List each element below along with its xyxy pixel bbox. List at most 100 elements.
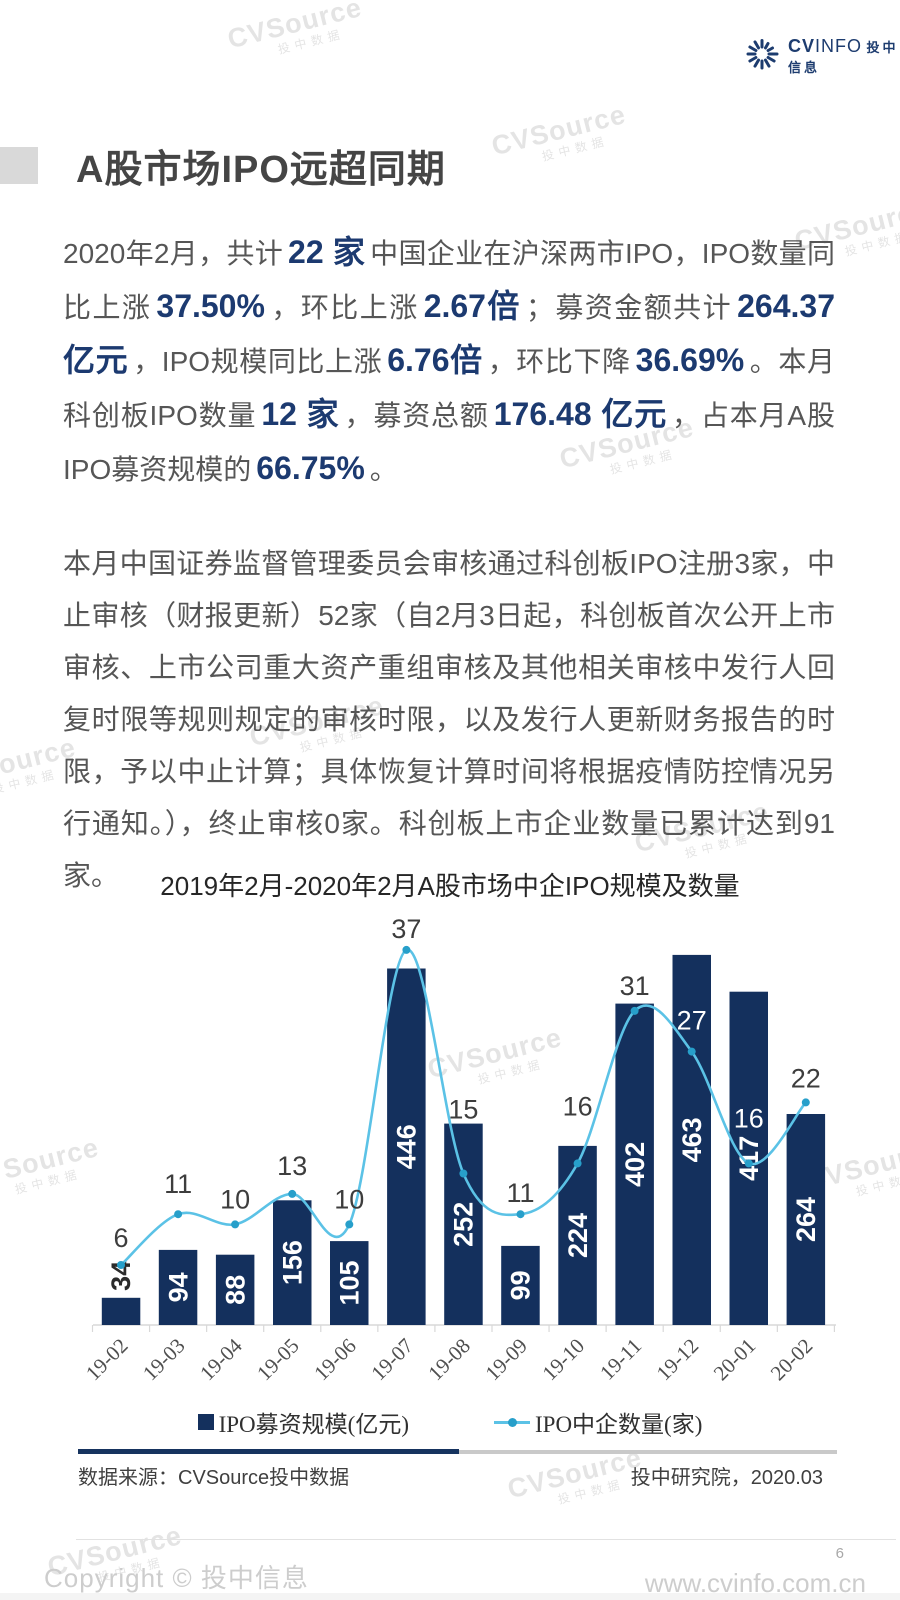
line-label: 16 <box>563 1091 593 1121</box>
bar-label: 156 <box>277 1240 307 1285</box>
line-label: 10 <box>334 1184 364 1214</box>
cvinfo-logo: CVINFO 投中信息 <box>744 36 900 77</box>
bar-19-06 <box>330 1241 369 1325</box>
x-tick-label: 19-05 <box>252 1334 304 1386</box>
line-label: 31 <box>620 971 650 1001</box>
bar-series-swatch-icon <box>197 1414 214 1430</box>
stat-highlight: 6.76倍 <box>387 342 483 378</box>
x-tick-label: 19-09 <box>480 1334 532 1386</box>
footer-divider <box>78 1449 837 1454</box>
bar-19-09 <box>501 1245 540 1325</box>
stat-highlight: 66.75% <box>256 450 365 486</box>
legend-item-line-series: IPO中企数量(家) <box>494 1405 702 1439</box>
line-label: 11 <box>506 1178 534 1208</box>
data-source: 数据来源：CVSource投中数据 <box>78 1467 350 1489</box>
footer-rule <box>76 1539 896 1540</box>
legend-label-bar: IPO募资规模(亿元) <box>218 1412 409 1437</box>
line-label: 27 <box>677 1006 707 1036</box>
website-url: www.cvinfo.com.cn <box>644 1568 866 1598</box>
x-tick-label: 19-06 <box>309 1334 361 1386</box>
body-text: ，环比下降 <box>487 346 631 377</box>
bar-label: 446 <box>392 1124 422 1169</box>
bar-label: 402 <box>620 1142 650 1187</box>
line-label: 15 <box>448 1095 478 1125</box>
bar-19-12 <box>672 954 711 1325</box>
title-accent-block <box>0 147 38 184</box>
line-marker <box>687 1047 696 1056</box>
cvinfo-burst-icon <box>744 36 780 77</box>
bar-label: 264 <box>791 1197 821 1242</box>
line-marker <box>801 1098 810 1107</box>
bar-label: 94 <box>163 1272 193 1302</box>
summary-paragraph: 2020年2月，共计 22 家中国企业在沪深两市IPO，IPO数量同比上涨 37.5… <box>63 226 835 496</box>
bar-19-03 <box>158 1249 198 1325</box>
logo-wordmark: CVINFO <box>788 36 863 56</box>
body-text: ，IPO规模同比上涨 <box>133 346 383 377</box>
bar-label: 417 <box>734 1136 764 1181</box>
chart-title: 2019年2月-2020年2月A股市场中企IPO规模及数量 <box>160 871 740 901</box>
line-marker <box>174 1210 183 1219</box>
bar-label: 105 <box>334 1260 364 1305</box>
bar-19-10 <box>558 1145 597 1325</box>
body-text: ，环比上涨 <box>269 292 419 323</box>
bar-19-02 <box>101 1297 141 1325</box>
body-text: ；募资金额共计 <box>525 292 733 323</box>
line-marker <box>516 1210 525 1219</box>
bar-label: 252 <box>449 1202 479 1247</box>
x-tick-label: 19-10 <box>537 1334 589 1386</box>
x-tick-label: 19-07 <box>366 1334 418 1386</box>
body-text: 2020年2月，共计 <box>63 238 284 269</box>
page-title: A股市场IPO远超同期 <box>76 149 446 191</box>
stat-highlight: 264.37 亿元 <box>63 288 835 378</box>
line-label: 16 <box>734 1103 764 1133</box>
line-label: 11 <box>164 1169 192 1199</box>
x-tick-label: 19-04 <box>195 1333 247 1385</box>
line-marker <box>459 1169 468 1178</box>
legend-item-bar-series: IPO募资规模(亿元) <box>197 1405 409 1439</box>
body-text: ，占本月A股IPO募资规模的 <box>63 400 835 485</box>
legend-label-line: IPO中企数量(家) <box>535 1412 703 1437</box>
bar-19-08 <box>444 1123 483 1325</box>
stat-highlight: 176.48 亿元 <box>493 396 668 432</box>
stat-highlight: 37.50% <box>156 288 265 324</box>
stat-highlight: 2.67倍 <box>423 288 521 324</box>
bar-20-02 <box>786 1114 826 1325</box>
line-marker <box>117 1261 125 1269</box>
bar-19-05 <box>273 1200 312 1325</box>
stat-highlight: 36.69% <box>635 342 745 378</box>
logo-subtitle: 投中信息 <box>788 40 899 75</box>
body-text: 中国企业在沪深两市IPO，IPO数量同比上涨 <box>63 238 835 323</box>
detail-paragraph: 本月中国证券监督管理委员会审核通过科创板IPO注册3家，中止审核（财报更新）52… <box>63 548 835 891</box>
line-label: 6 <box>113 1223 128 1253</box>
x-tick-label: 20-01 <box>709 1334 761 1386</box>
line-marker <box>345 1220 354 1229</box>
bar-19-07 <box>387 968 426 1325</box>
bar-19-11 <box>615 1003 654 1325</box>
bar-19-04 <box>215 1254 255 1325</box>
page-number: 6 <box>835 1545 844 1562</box>
research-org: 投中研究院，2020.03 <box>630 1467 823 1489</box>
bar-label: 88 <box>220 1275 250 1305</box>
stat-highlight: 22 家 <box>288 234 366 270</box>
body-text: 。 <box>369 454 398 485</box>
line-label: 10 <box>220 1184 250 1214</box>
bar-label: 224 <box>563 1213 593 1258</box>
chart-legend: IPO募资规模(亿元) IPO中企数量(家) <box>0 1405 900 1439</box>
line-marker <box>630 1006 639 1015</box>
line-marker <box>231 1220 240 1229</box>
x-tick-label: 20-02 <box>766 1334 818 1386</box>
bottom-band <box>0 1593 900 1600</box>
bar-label: 99 <box>506 1270 536 1300</box>
body-text: 。本月科创板IPO数量 <box>63 346 835 431</box>
line-series-swatch-icon <box>494 1417 530 1427</box>
x-tick-label: 19-12 <box>652 1334 704 1386</box>
x-tick-label: 19-11 <box>595 1334 646 1385</box>
line-label: 22 <box>791 1063 821 1093</box>
x-tick-label: 19-03 <box>138 1334 190 1386</box>
body-text: ，募资总额 <box>344 400 489 431</box>
x-tick-label: 19-02 <box>81 1334 133 1386</box>
copyright-text: Copyright © 投中信息 <box>44 1563 309 1593</box>
line-marker <box>402 945 411 954</box>
